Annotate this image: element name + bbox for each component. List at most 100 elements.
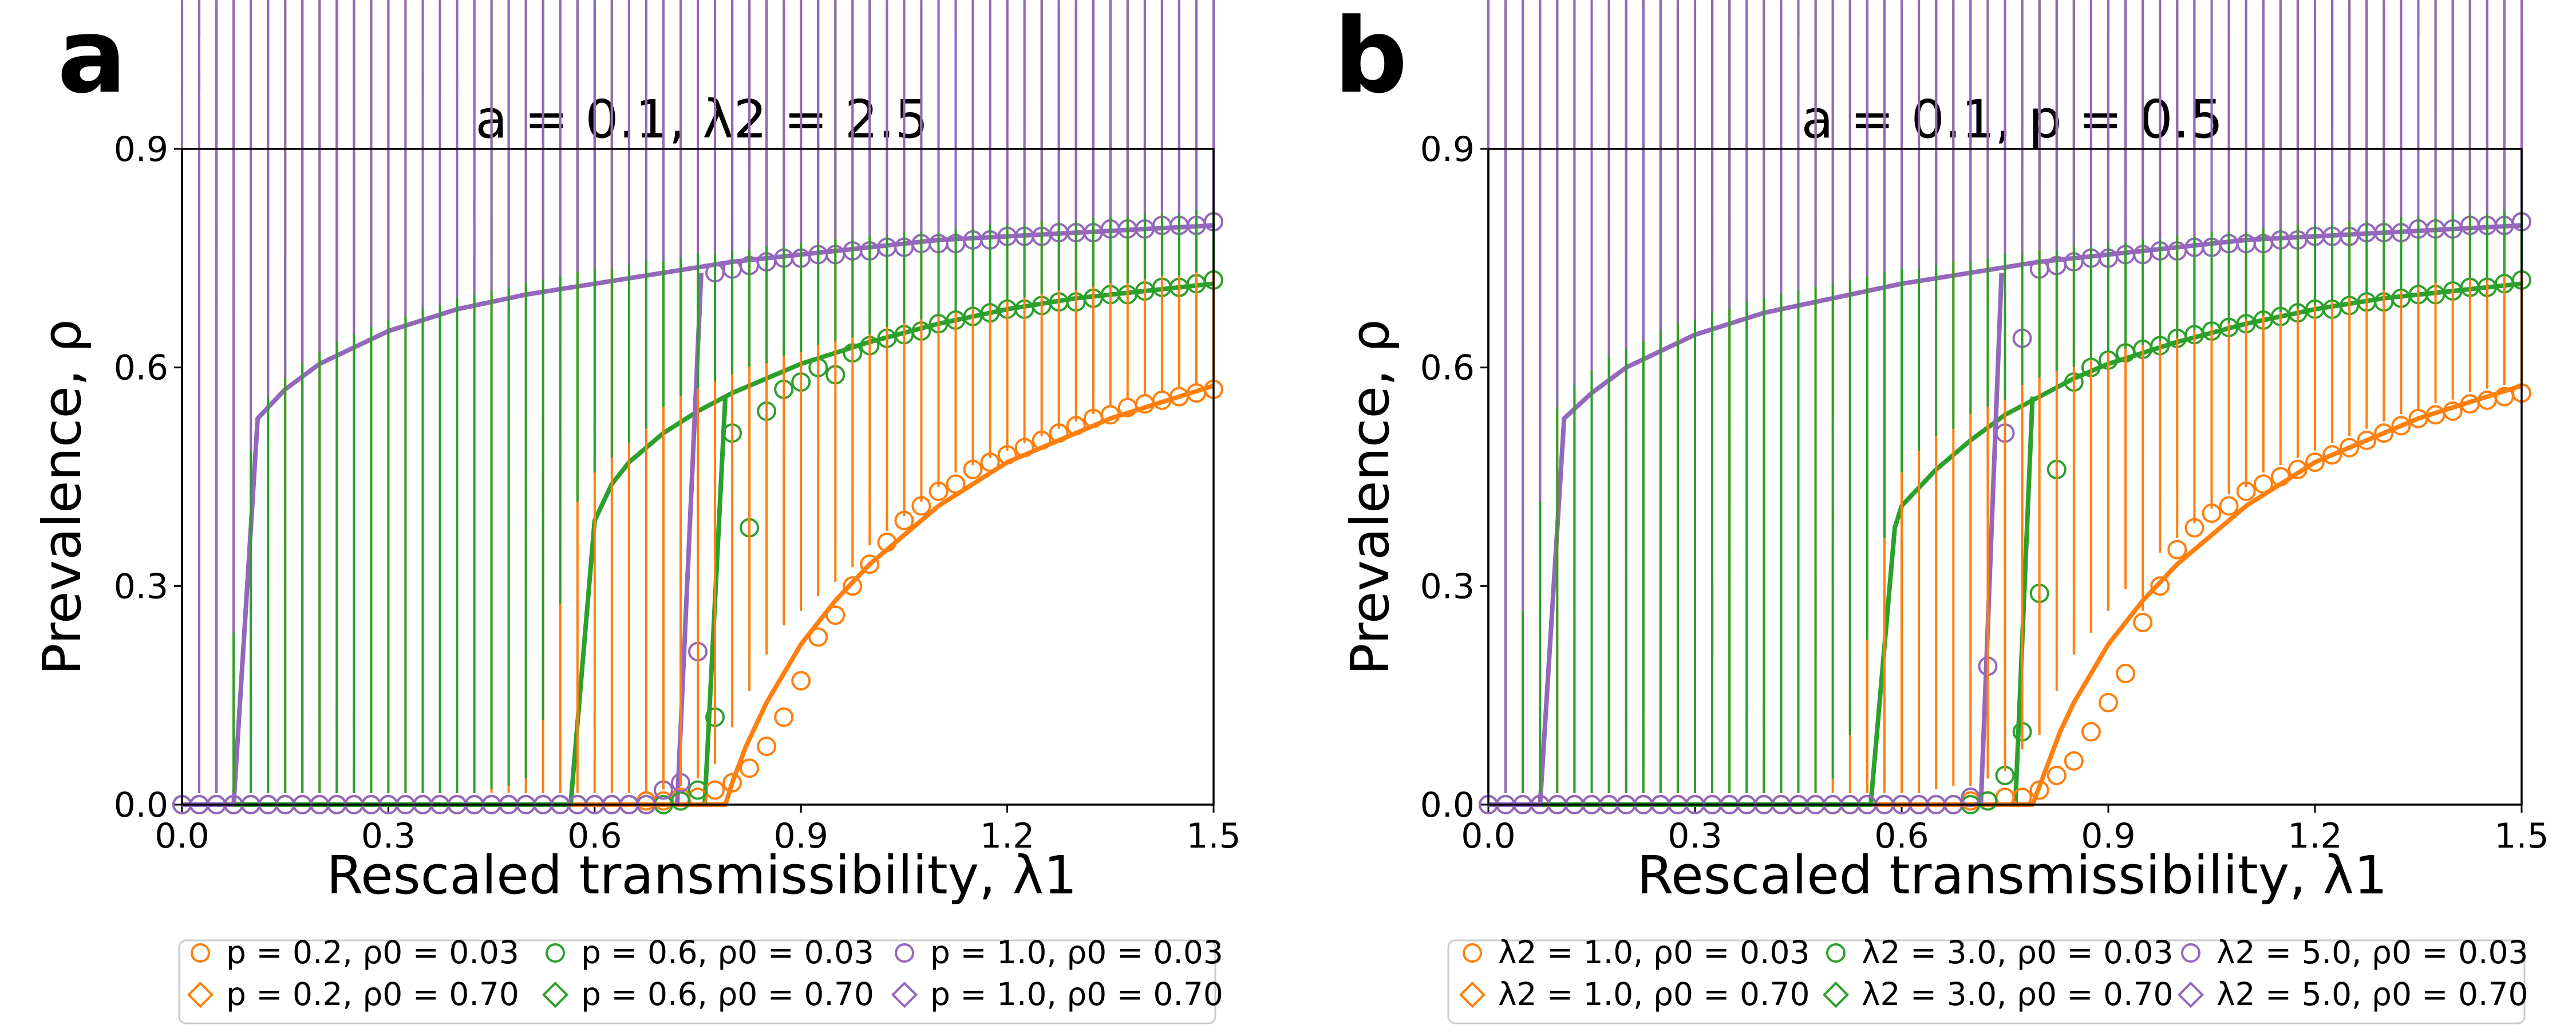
theory-line	[1488, 383, 2523, 807]
data-point	[2167, 539, 2187, 560]
y-tick-label: 0.3	[1420, 566, 1475, 606]
legend-marker	[191, 943, 210, 963]
data-point	[2391, 416, 2411, 436]
data-point	[2046, 766, 2067, 786]
legend-label: λ2 = 1.0, ρ0 = 0.70	[1498, 976, 1809, 1013]
y-tick-label: 0.3	[114, 566, 168, 606]
theory-line	[1978, 273, 2004, 805]
data-point	[2029, 780, 2049, 800]
legend-label: λ2 = 5.0, ρ0 = 0.70	[2217, 976, 2528, 1013]
legend-item: λ2 = 5.0, ρ0 = 0.03	[2181, 934, 2528, 971]
legend-marker	[895, 943, 914, 963]
data-point	[860, 554, 880, 574]
x-tick-label: 0.3	[361, 816, 416, 856]
legend-item: λ2 = 5.0, ρ0 = 0.70	[2177, 976, 2528, 1013]
data-point	[843, 576, 863, 596]
y-tick-label: 0.6	[1420, 348, 1475, 388]
data-point	[2081, 722, 2101, 742]
y-tick-label: 0.0	[1420, 785, 1475, 825]
theory-line	[182, 383, 1215, 807]
legend-label: p = 0.6, ρ0 = 0.70	[581, 976, 874, 1013]
data-point	[1961, 787, 1981, 807]
panel-b: b a = 0.1, p = 0.5 Rescaled transmissibi…	[1334, 0, 2549, 1025]
plot-area: 0.0 0.3 0.6 0.9 1.2 1.5 0.0 0.3 0.6 0.9	[114, 0, 1241, 856]
legend-label: λ2 = 1.0, ρ0 = 0.03	[1498, 934, 1809, 971]
legend-marker	[546, 943, 565, 963]
data-point	[808, 627, 828, 647]
data-point	[705, 780, 725, 800]
series-purple-diamond	[1487, 0, 2523, 793]
legend-marker	[2177, 981, 2204, 1009]
data-point	[757, 736, 777, 757]
legend-item: λ2 = 3.0, ρ0 = 0.70	[1822, 976, 2173, 1013]
y-axis-label: Prevalence, ρ	[1340, 319, 1401, 675]
data-point	[688, 780, 708, 800]
legend-marker	[2181, 943, 2200, 963]
legend-label: λ2 = 3.0, ρ0 = 0.03	[1862, 934, 2173, 971]
data-point	[722, 773, 742, 793]
x-tick-label: 0.9	[773, 816, 828, 856]
plot-area: 0.0 0.3 0.6 0.9 1.2 1.5 0.0 0.3 0.6 0.9	[1420, 0, 2549, 856]
legend-marker	[542, 981, 569, 1009]
x-tick-label: 0.0	[1461, 816, 1515, 856]
legend-label: p = 1.0, ρ0 = 0.70	[930, 976, 1223, 1013]
data-point	[2340, 438, 2360, 458]
data-point	[2270, 467, 2290, 487]
x-tick-label: 1.2	[980, 816, 1034, 856]
x-tick-label: 0.6	[567, 816, 622, 856]
panel-a: a a = 0.1, λ2 = 2.5 Rescaled transmissib…	[31, 0, 1241, 1025]
legend-box	[1447, 939, 2526, 1025]
legend-label: p = 1.0, ρ0 = 0.03	[930, 934, 1223, 971]
data-point	[2012, 787, 2032, 807]
legend-box	[178, 939, 1216, 1025]
data-point	[2150, 576, 2170, 596]
chart-title: a = 0.1, p = 0.5	[1801, 89, 2223, 150]
legend-label: λ2 = 5.0, ρ0 = 0.03	[2217, 934, 2528, 971]
legend-item: p = 0.6, ρ0 = 0.70	[542, 976, 874, 1013]
theory-line	[2013, 396, 2035, 805]
legend-item: λ2 = 1.0, ρ0 = 0.70	[1459, 976, 1809, 1013]
x-tick-label: 0.3	[1668, 816, 1722, 856]
data-point	[740, 758, 760, 778]
data-point	[2287, 459, 2308, 479]
x-tick-label: 1.5	[1186, 816, 1240, 856]
y-axis-label: Prevalence, ρ	[31, 319, 93, 675]
data-point	[2219, 496, 2239, 516]
x-tick-label: 0.9	[2081, 816, 2135, 856]
data-point	[2305, 452, 2325, 472]
x-tick-label: 0.6	[1874, 816, 1929, 856]
y-tick-label: 0.0	[114, 785, 168, 825]
x-axis-label: Rescaled transmissibility, λ1	[1637, 845, 2387, 906]
data-point	[2099, 692, 2118, 712]
legend-label: p = 0.2, ρ0 = 0.70	[226, 976, 519, 1013]
data-point	[2116, 664, 2136, 683]
data-point	[774, 707, 794, 727]
axes-frame	[1487, 148, 2523, 806]
legend-item: p = 1.0, ρ0 = 0.70	[891, 976, 1223, 1013]
legend: p = 0.2, ρ0 = 0.03 p = 0.6, ρ0 = 0.03 p = …	[187, 934, 1223, 1013]
legend-marker	[1463, 943, 1482, 963]
data-point	[2443, 401, 2463, 421]
axes-frame	[181, 148, 1215, 806]
data-point	[2253, 474, 2273, 494]
data-point	[791, 671, 811, 691]
data-point	[2322, 445, 2342, 465]
legend-item: p = 0.2, ρ0 = 0.03	[191, 934, 519, 971]
data-point	[946, 474, 966, 494]
data-point	[825, 605, 846, 625]
data-point	[877, 533, 897, 552]
panel-letter: b	[1334, 0, 1408, 116]
legend-item: p = 1.0, ρ0 = 0.03	[895, 934, 1223, 971]
data-point	[2357, 430, 2377, 450]
legend-label: p = 0.6, ρ0 = 0.03	[581, 934, 874, 971]
legend-label: λ2 = 3.0, ρ0 = 0.70	[1862, 976, 2173, 1013]
panel-letter: a	[57, 0, 127, 116]
legend-marker	[1826, 943, 1846, 963]
x-tick-label: 1.5	[2494, 816, 2549, 856]
data-point	[2064, 751, 2084, 771]
legend-marker	[1459, 981, 1486, 1009]
legend-marker	[1822, 981, 1850, 1009]
legend-item: λ2 = 3.0, ρ0 = 0.03	[1826, 934, 2173, 971]
x-tick-label: 0.0	[155, 816, 209, 856]
